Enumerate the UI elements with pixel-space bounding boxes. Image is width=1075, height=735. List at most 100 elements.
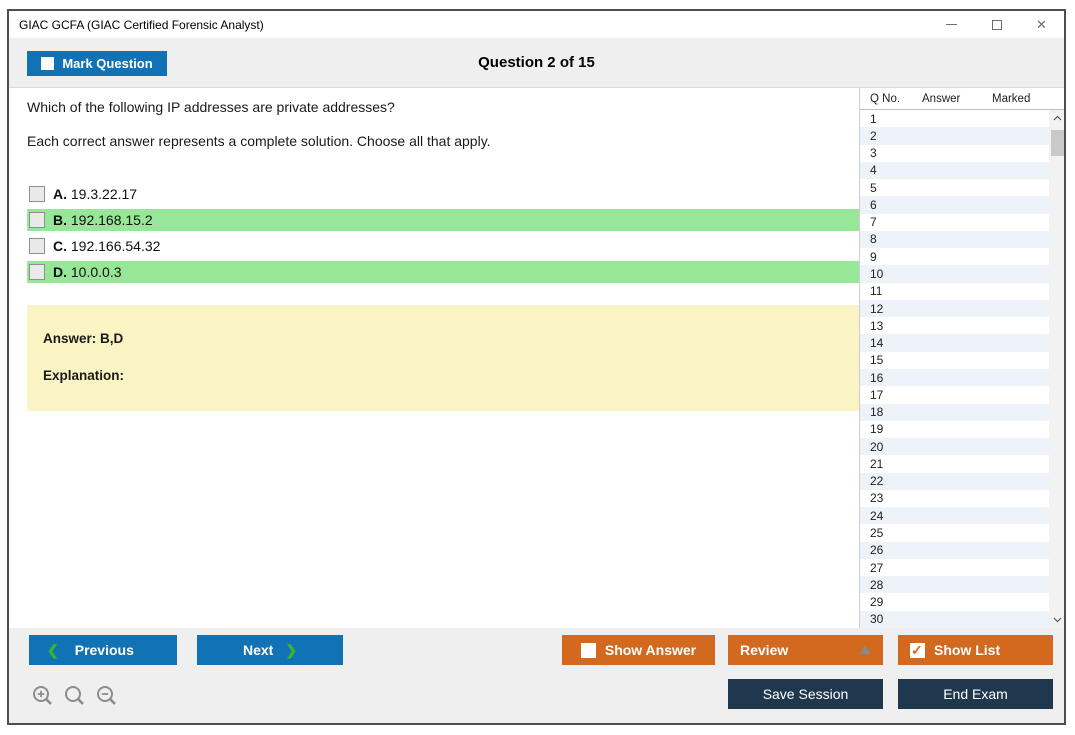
option-row[interactable]: C. 192.166.54.32 bbox=[27, 235, 859, 257]
question-number: 9 bbox=[870, 249, 877, 264]
question-list-header: Q No. Answer Marked bbox=[860, 88, 1064, 110]
question-list-row[interactable]: 24 bbox=[860, 507, 1049, 525]
question-list-row[interactable]: 3 bbox=[860, 145, 1049, 162]
question-number: 10 bbox=[870, 267, 884, 282]
question-list-row[interactable]: 23 bbox=[860, 490, 1049, 507]
footer-bar: ❮ Previous Next ❯ Show Answer Review Sho… bbox=[9, 628, 1064, 723]
scrollbar-thumb[interactable] bbox=[1051, 130, 1064, 156]
question-list-row[interactable]: 4 bbox=[860, 161, 1049, 180]
question-number: 1 bbox=[870, 111, 877, 126]
question-list-row[interactable]: 18 bbox=[860, 403, 1049, 421]
question-number: 4 bbox=[870, 163, 877, 178]
question-list-row[interactable]: 9 bbox=[860, 248, 1049, 265]
toolbar: Mark Question Question 2 of 15 bbox=[9, 38, 1064, 88]
minimize-button[interactable] bbox=[929, 11, 974, 38]
option-row[interactable]: B. 192.168.15.2 bbox=[27, 209, 859, 231]
show-answer-checkbox[interactable] bbox=[580, 642, 596, 658]
zoom-in-icon[interactable] bbox=[31, 684, 55, 708]
next-button[interactable]: Next ❯ bbox=[197, 635, 343, 665]
answer-box: Answer: B,D Explanation: bbox=[27, 305, 859, 411]
review-button[interactable]: Review bbox=[728, 635, 883, 665]
question-number: 15 bbox=[870, 353, 884, 368]
answer-label: Answer: B,D bbox=[43, 331, 124, 346]
option-checkbox[interactable] bbox=[29, 186, 45, 202]
chevron-up-icon bbox=[1053, 115, 1062, 121]
scroll-down-button[interactable] bbox=[1049, 612, 1064, 628]
save-session-button[interactable]: Save Session bbox=[728, 679, 883, 709]
show-list-button[interactable]: Show List bbox=[898, 635, 1053, 665]
maximize-button[interactable] bbox=[974, 11, 1019, 38]
question-list-row[interactable]: 22 bbox=[860, 472, 1049, 490]
question-list-row[interactable]: 19 bbox=[860, 421, 1049, 438]
app-window: GIAC GCFA (GIAC Certified Forensic Analy… bbox=[7, 9, 1066, 725]
question-number: 21 bbox=[870, 456, 884, 471]
question-list-row[interactable]: 25 bbox=[860, 524, 1049, 541]
maximize-icon bbox=[991, 19, 1002, 30]
close-button[interactable]: ✕ bbox=[1019, 11, 1064, 38]
option-checkbox[interactable] bbox=[29, 212, 45, 228]
option-checkbox[interactable] bbox=[29, 264, 45, 280]
question-number: 13 bbox=[870, 318, 884, 333]
question-number: 19 bbox=[870, 422, 884, 437]
question-list-row[interactable]: 13 bbox=[860, 317, 1049, 334]
question-list-row[interactable]: 5 bbox=[860, 179, 1049, 196]
question-number: 5 bbox=[870, 180, 877, 195]
question-list-row[interactable]: 8 bbox=[860, 230, 1049, 249]
option-row[interactable]: D. 10.0.0.3 bbox=[27, 261, 859, 283]
title-bar: GIAC GCFA (GIAC Certified Forensic Analy… bbox=[9, 11, 1064, 38]
column-header-marked: Marked bbox=[992, 92, 1031, 105]
question-list-row[interactable]: 1 bbox=[860, 110, 1049, 127]
question-list-row[interactable]: 17 bbox=[860, 386, 1049, 403]
question-list-row[interactable]: 15 bbox=[860, 352, 1049, 369]
show-list-checkbox[interactable] bbox=[910, 642, 925, 659]
show-answer-button[interactable]: Show Answer bbox=[562, 635, 715, 665]
question-panel: Which of the following IP addresses are … bbox=[9, 88, 859, 628]
question-number: 14 bbox=[870, 336, 884, 351]
question-list-panel: Q No. Answer Marked 1 2 3 4 5 6 7 8 9 10 11 12 13 14 1… bbox=[859, 88, 1064, 628]
question-list-row[interactable]: 14 bbox=[860, 334, 1049, 352]
question-list-row[interactable]: 7 bbox=[860, 214, 1049, 231]
review-label: Review bbox=[740, 642, 789, 658]
question-instruction: Each correct answer represents a complet… bbox=[27, 133, 491, 149]
question-list-row[interactable]: 20 bbox=[860, 438, 1049, 456]
zoom-reset-icon[interactable] bbox=[63, 684, 87, 708]
question-list-row[interactable]: 11 bbox=[860, 283, 1049, 300]
option-text: 192.168.15.2 bbox=[70, 212, 153, 228]
previous-button[interactable]: ❮ Previous bbox=[29, 635, 177, 665]
question-list-row[interactable]: 10 bbox=[860, 265, 1049, 283]
zoom-out-icon[interactable] bbox=[95, 684, 119, 708]
question-list-scrollbar[interactable] bbox=[1049, 110, 1064, 628]
question-number: 17 bbox=[870, 387, 884, 402]
mark-question-button[interactable]: Mark Question bbox=[27, 51, 167, 76]
question-list-rows: 1 2 3 4 5 6 7 8 9 10 11 12 13 14 15 16 17 18 19 20 21 22 23 24 2… bbox=[860, 110, 1049, 628]
show-list-label: Show List bbox=[934, 642, 1001, 658]
question-number: 23 bbox=[870, 491, 884, 506]
question-list-row[interactable]: 6 bbox=[860, 196, 1049, 214]
question-list-row[interactable]: 28 bbox=[860, 576, 1049, 594]
end-exam-label: End Exam bbox=[943, 686, 1008, 702]
question-list-row[interactable]: 29 bbox=[860, 593, 1049, 610]
column-header-qno: Q No. bbox=[870, 92, 901, 105]
question-list-row[interactable]: 12 bbox=[860, 299, 1049, 318]
question-list-row[interactable]: 30 bbox=[860, 610, 1049, 628]
question-number: 2 bbox=[870, 128, 877, 143]
end-exam-button[interactable]: End Exam bbox=[898, 679, 1053, 709]
question-number: 16 bbox=[870, 370, 884, 385]
chevron-down-icon bbox=[1053, 617, 1062, 623]
mark-question-checkbox[interactable] bbox=[41, 57, 55, 70]
window-controls: ✕ bbox=[929, 11, 1064, 38]
option-text: 19.3.22.17 bbox=[70, 186, 138, 202]
option-letter: D. bbox=[53, 264, 67, 280]
scroll-up-button[interactable] bbox=[1049, 110, 1064, 126]
option-checkbox[interactable] bbox=[29, 238, 45, 254]
question-number: 27 bbox=[870, 560, 884, 575]
question-list-row[interactable]: 27 bbox=[860, 559, 1049, 576]
option-row[interactable]: A. 19.3.22.17 bbox=[27, 183, 859, 205]
question-text: Which of the following IP addresses are … bbox=[27, 99, 395, 115]
question-list-row[interactable]: 16 bbox=[860, 368, 1049, 387]
question-list-row[interactable]: 26 bbox=[860, 541, 1049, 559]
question-list-row[interactable]: 21 bbox=[860, 455, 1049, 472]
question-list-row[interactable]: 2 bbox=[860, 127, 1049, 145]
question-number: 7 bbox=[870, 215, 877, 230]
question-number: 30 bbox=[870, 612, 884, 627]
